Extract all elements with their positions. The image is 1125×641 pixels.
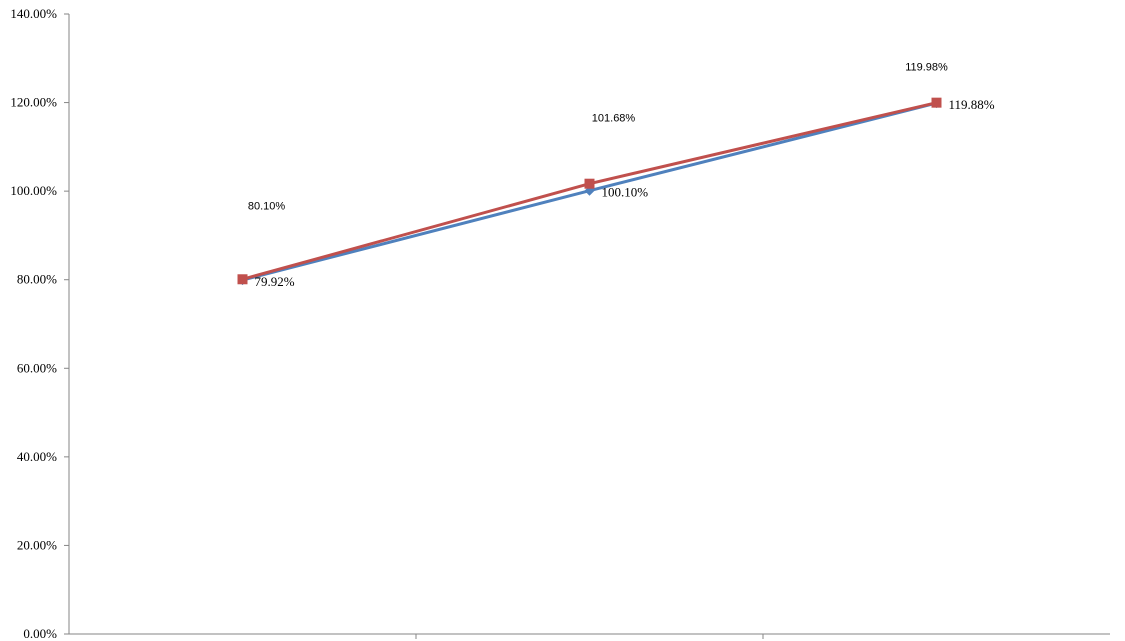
y-tick-label: 0.00% [23,626,57,641]
series-layer [237,97,942,286]
axes: 0.00% 20.00% 40.00% 60.00% 80.00% 100.00% 120.… [10,6,1110,641]
data-label: 80.10% [248,200,286,212]
data-point-marker [931,97,942,108]
y-tick-label: 20.00% [17,537,57,552]
y-tick-label: 40.00% [17,449,57,464]
y-tick-label: 140.00% [10,6,57,21]
data-point-marker [584,178,595,189]
data-point-marker [237,274,248,285]
y-tick-label: 80.00% [17,272,57,287]
data-label: 100.10% [602,185,649,200]
data-label: 79.92% [255,274,295,289]
data-label: 101.68% [592,113,636,125]
y-tick-label: 120.00% [10,95,57,110]
data-label: 119.88% [949,97,995,112]
data-label: 119.98% [905,62,948,74]
y-tick-label: 60.00% [17,360,57,375]
data-labels: 79.92% 100.10% 119.88% 80.10% 101.68% 119.98% [248,62,995,289]
y-tick-label: 100.00% [10,183,57,198]
